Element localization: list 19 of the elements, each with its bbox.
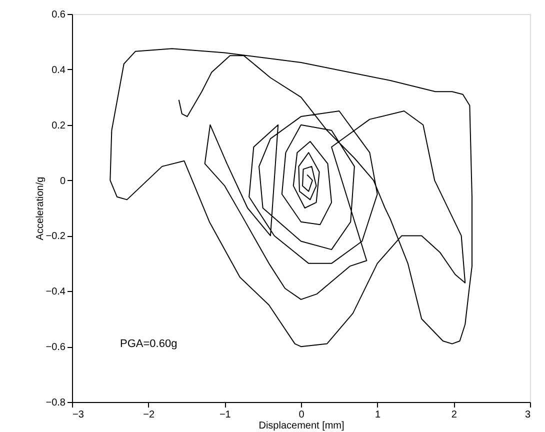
y-tick-label: −0.8 bbox=[46, 398, 66, 408]
annotation: PGA=0.60g bbox=[120, 338, 178, 350]
y-axis-title: Acceleration/g bbox=[34, 176, 46, 240]
x-tick-label: −3 bbox=[72, 410, 84, 420]
x-tick-label: 3 bbox=[524, 410, 531, 420]
y-tick-label: 0.6 bbox=[52, 10, 66, 20]
y-tick-label: 0 bbox=[60, 176, 66, 187]
x-tick-label: 2 bbox=[451, 410, 458, 420]
x-axis-title: Displacement [mm] bbox=[258, 420, 345, 432]
line-series bbox=[110, 48, 472, 348]
y-tick-label: −0.2 bbox=[46, 231, 66, 242]
y-tick-label: −0.4 bbox=[46, 286, 66, 298]
x-tick-label: −1 bbox=[219, 410, 232, 420]
x-tick-label: −2 bbox=[143, 410, 155, 420]
y-tick-label: −0.6 bbox=[46, 342, 66, 354]
x-tick-label: 0 bbox=[298, 410, 305, 420]
y-tick-label: 0.2 bbox=[52, 120, 66, 132]
x-tick-label: 1 bbox=[375, 410, 382, 420]
y-tick-label: 0.4 bbox=[52, 64, 66, 76]
